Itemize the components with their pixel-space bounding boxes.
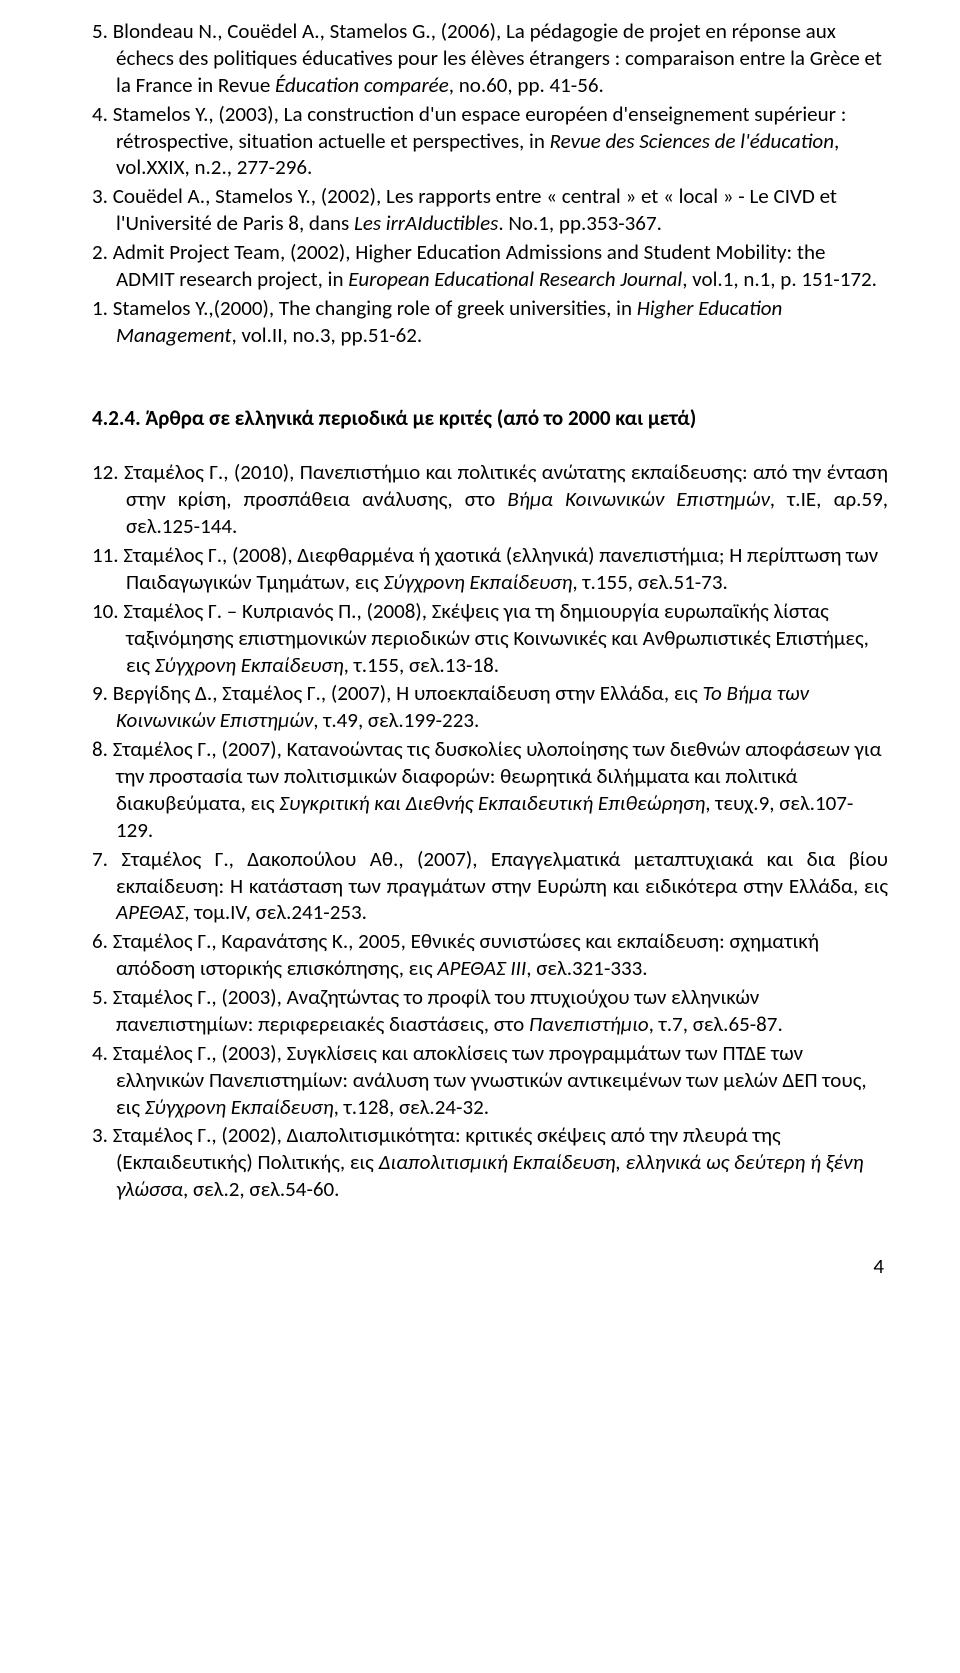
entry-number: 9. (92, 680, 113, 706)
entry-after: , τ.128, σελ.24-32. (334, 1094, 489, 1120)
publication-entry: 10. Σταμέλος Γ. – Κυπριανός Π., (2008), … (92, 598, 888, 679)
entry-italic: Συγκριτική και Διεθνής Εκπαιδευτική Επιθ… (279, 790, 705, 816)
entry-italic: Σύγχρονη Εκπαίδευση (145, 1094, 334, 1120)
publication-list-top: 5. Blondeau N., Couëdel A., Stamelos G.,… (92, 18, 888, 349)
entry-after: , τομ.IV, σελ.241-253. (184, 899, 367, 925)
publication-entry: 7. Σταμέλος Γ., Δακοπούλου Αθ., (2007), … (92, 846, 888, 927)
publication-entry: 12. Σταμέλος Γ., (2010), Πανεπιστήμιο κα… (92, 459, 888, 540)
publication-entry: 2. Admit Project Team, (2002), Higher Ed… (92, 239, 888, 293)
entry-after: , σελ.321-333. (526, 955, 647, 981)
entry-number: 11. (92, 542, 123, 568)
entry-after: , τ.155, σελ.51-73. (572, 569, 727, 595)
entry-after: , τ.7, σελ.65-87. (649, 1011, 783, 1037)
entry-after: , vol.II, no.3, pp.51-62. (231, 322, 422, 348)
entry-number: 6. (92, 928, 113, 954)
entry-number: 7. (92, 846, 121, 872)
publication-entry: 5. Blondeau N., Couëdel A., Stamelos G.,… (92, 18, 888, 99)
entry-text: Σταμέλος Γ., Δακοπούλου Αθ., (2007), Επα… (116, 846, 888, 899)
publication-entry: 11. Σταμέλος Γ., (2008), Διεφθαρμένα ή χ… (92, 542, 888, 596)
publication-entry: 3. Couëdel A., Stamelos Y., (2002), Les … (92, 183, 888, 237)
publication-entry: 9. Βεργίδης Δ., Σταμέλος Γ., (2007), Η υ… (92, 680, 888, 734)
page-number: 4 (92, 1253, 888, 1280)
publication-entry: 4. Σταμέλος Γ., (2003), Συγκλίσεις και α… (92, 1040, 888, 1121)
entry-after: , vol.1, n.1, p. 151-172. (682, 266, 877, 292)
entry-italic: Πανεπιστήμιο (529, 1011, 649, 1037)
entry-italic: Les irrAIductibles (354, 210, 498, 236)
publication-entry: 1. Stamelos Y.,(2000), The changing role… (92, 295, 888, 349)
publication-entry: 4. Stamelos Y., (2003), La construction … (92, 101, 888, 182)
entry-number: 5. (92, 984, 113, 1010)
entry-number: 3. (92, 183, 113, 209)
entry-text: Stamelos Y.,(2000), The changing role of… (113, 295, 637, 321)
publication-entry: 3. Σταμέλος Γ., (2002), Διαπολιτισμικότη… (92, 1122, 888, 1203)
entry-italic: European Educational Research Journal (348, 266, 682, 292)
entry-after: , τ.155, σελ.13-18. (344, 652, 499, 678)
entry-italic: Éducation comparée (275, 72, 449, 98)
entry-after: . No.1, pp.353-367. (498, 210, 662, 236)
entry-number: 1. (92, 295, 113, 321)
entry-number: 10. (92, 598, 123, 624)
entry-number: 8. (92, 736, 113, 762)
publication-entry: 6. Σταμέλος Γ., Καρανάτσης Κ., 2005, Εθν… (92, 928, 888, 982)
entry-number: 4. (92, 1040, 113, 1066)
entry-number: 4. (92, 101, 113, 127)
section-heading: 4.2.4. Άρθρα σε ελληνικά περιοδικά με κρ… (92, 405, 888, 432)
entry-after: , σελ.2, σελ.54-60. (183, 1176, 339, 1202)
entry-number: 3. (92, 1122, 113, 1148)
publication-entry: 5. Σταμέλος Γ., (2003), Αναζητώντας το π… (92, 984, 888, 1038)
entry-after: , no.60, pp. 41-56. (449, 72, 604, 98)
entry-number: 2. (92, 239, 113, 265)
entry-after: , τ.49, σελ.199-223. (313, 707, 479, 733)
publication-list-bottom: 12. Σταμέλος Γ., (2010), Πανεπιστήμιο κα… (92, 459, 888, 1203)
entry-italic: Revue des Sciences de l'éducation (550, 128, 834, 154)
entry-number: 5. (92, 18, 113, 44)
entry-italic: Βήμα Κοινωνικών Επιστημών (507, 486, 769, 512)
entry-text: Βεργίδης Δ., Σταμέλος Γ., (2007), Η υποε… (113, 680, 703, 706)
entry-italic: Σύγχρονη Εκπαίδευση (155, 652, 344, 678)
entry-italic: ΑΡΕΘΑΣ (116, 899, 184, 925)
entry-italic: Σύγχρονη Εκπαίδευση (383, 569, 572, 595)
publication-entry: 8. Σταμέλος Γ., (2007), Κατανοώντας τις … (92, 736, 888, 844)
entry-number: 12. (92, 459, 124, 485)
entry-italic: ΑΡΕΘΑΣ ΙΙΙ (437, 955, 526, 981)
